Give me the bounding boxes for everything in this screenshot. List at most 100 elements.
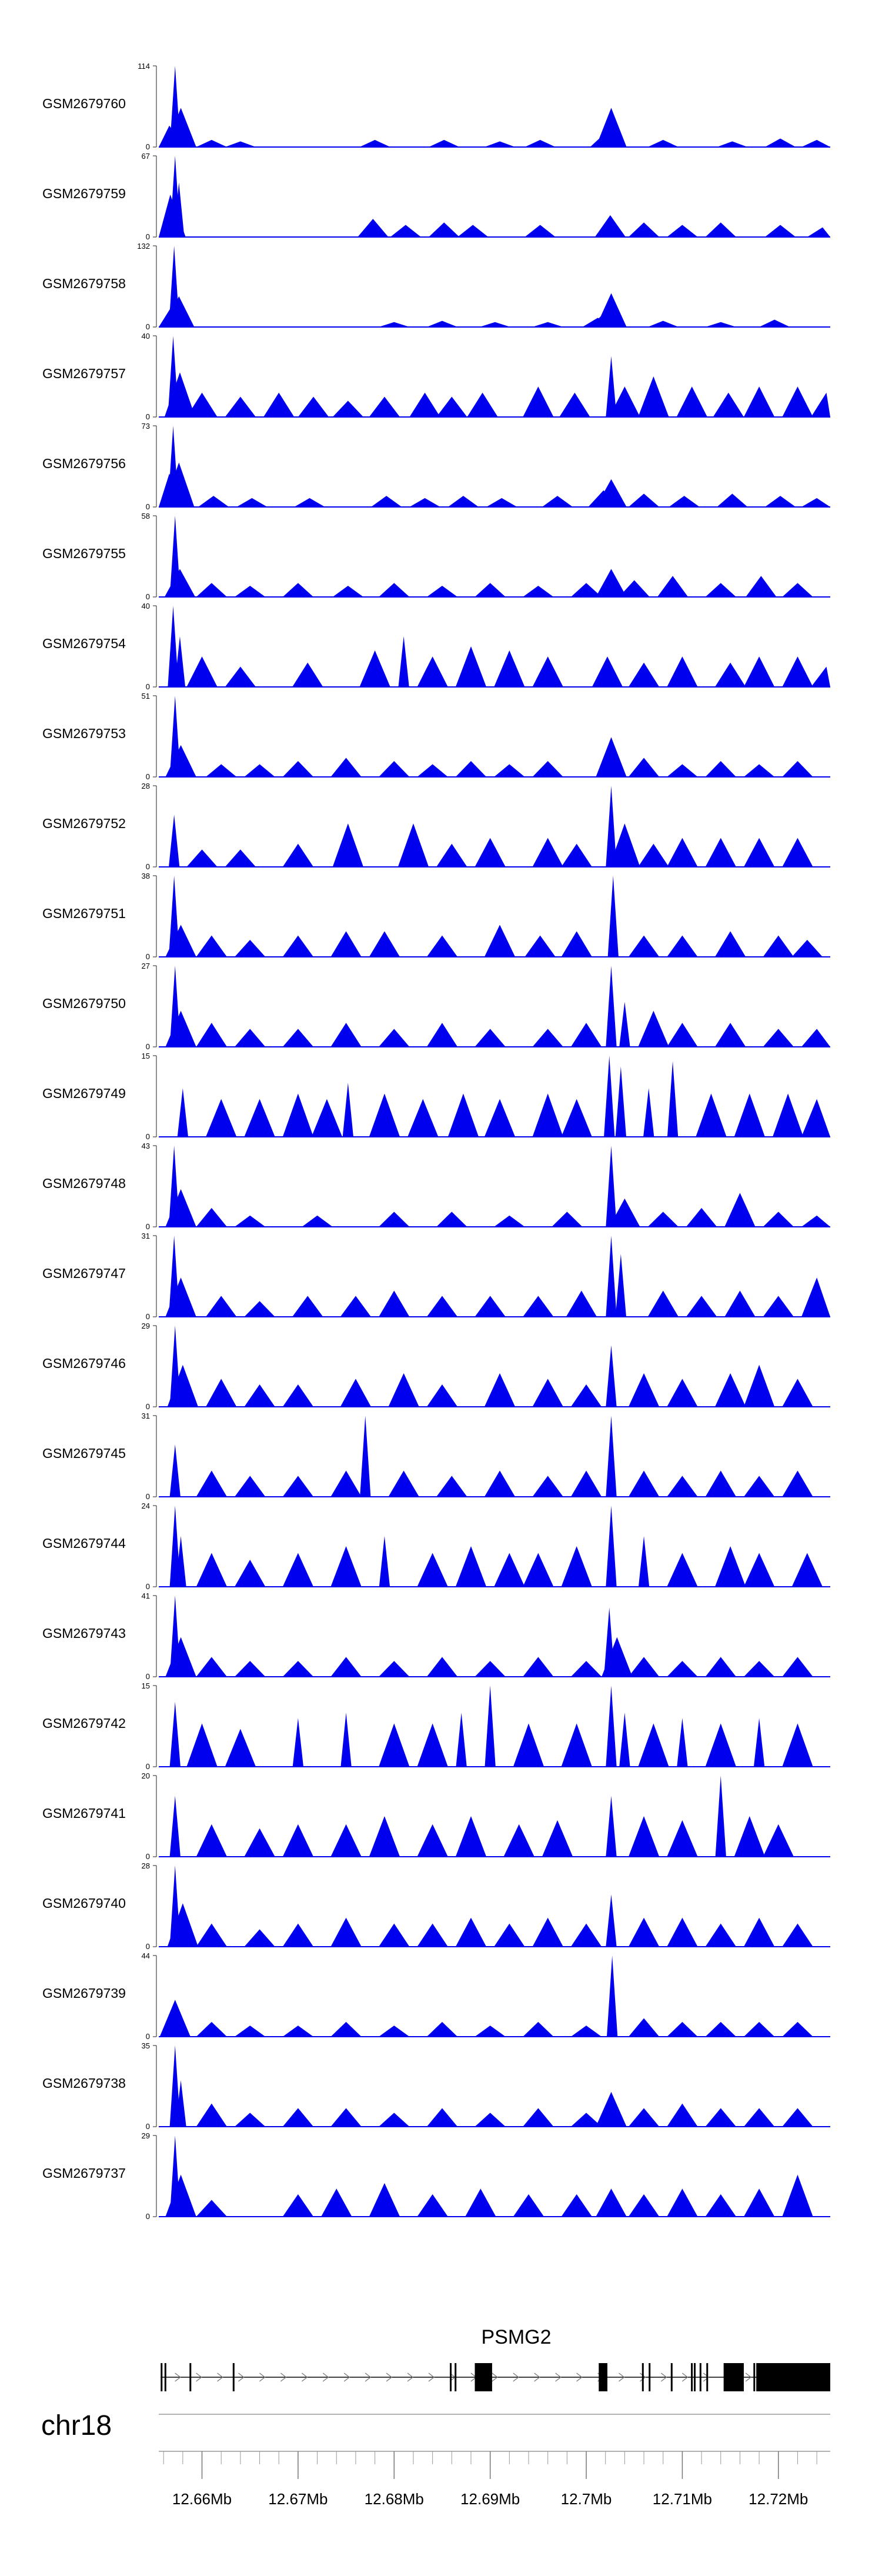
- track-GSM2679741: GSM2679741 20 0: [42, 1771, 830, 1861]
- coverage-peak: [186, 656, 218, 687]
- track-label: GSM2679759: [42, 186, 126, 201]
- coverage-peak: [282, 1093, 314, 1137]
- coverage-peak: [705, 1470, 736, 1497]
- coverage-peak: [164, 569, 196, 597]
- coverage-peak: [513, 2194, 544, 2217]
- coverage-peak: [426, 2108, 458, 2127]
- coverage-peak: [561, 1723, 592, 1767]
- coverage-peak: [165, 1189, 196, 1227]
- coverage-peak: [456, 1713, 467, 1767]
- strand-arrow: [175, 2373, 181, 2382]
- coverage-peak: [484, 1470, 516, 1497]
- coverage-peak: [570, 2026, 602, 2037]
- track-label: GSM2679750: [42, 996, 126, 1011]
- coverage-peak: [734, 1816, 765, 1857]
- x-tick-label: 12.68Mb: [365, 2490, 424, 2508]
- coverage-peak: [235, 585, 266, 597]
- coverage-peak: [628, 662, 660, 687]
- y-zero-label: 0: [146, 1222, 150, 1231]
- coverage-peak: [282, 2194, 314, 2217]
- coverage-peak: [494, 1553, 525, 1587]
- gene-label: PSMG2: [481, 2326, 551, 2348]
- coverage-peak: [606, 1506, 617, 1587]
- coverage-peak: [417, 1923, 448, 1947]
- coverage-peak: [298, 396, 329, 417]
- coverage-peak: [330, 758, 362, 777]
- exon: [450, 2363, 452, 2391]
- coverage-peak: [282, 2026, 314, 2037]
- coverage-peak: [647, 1212, 679, 1227]
- coverage-peak: [667, 2103, 698, 2127]
- track-GSM2679739: GSM2679739 44 0: [42, 1951, 830, 2041]
- coverage-peak: [332, 585, 363, 597]
- track-label: GSM2679746: [42, 1356, 126, 1371]
- y-max-label: 27: [142, 962, 150, 970]
- coverage-tracks: GSM26797601140GSM2679759670GSM2679758132…: [42, 62, 830, 2221]
- exon: [164, 2363, 166, 2391]
- coverage-peak: [552, 1212, 583, 1227]
- coverage-peak: [782, 1657, 813, 1677]
- coverage-peak: [561, 843, 592, 867]
- coverage-peak: [705, 1723, 736, 1767]
- y-max-label: 40: [142, 602, 150, 610]
- coverage-peak: [174, 636, 186, 687]
- track-GSM2679750: GSM2679750 27 0: [42, 962, 830, 1051]
- y-zero-label: 0: [146, 2212, 150, 2221]
- track-GSM2679745: GSM2679745 31 0: [42, 1412, 830, 1501]
- coverage-peak: [235, 1029, 266, 1047]
- coverage-peak: [369, 1093, 400, 1137]
- coverage-peak: [244, 1929, 275, 1947]
- coverage-peak: [159, 125, 185, 147]
- coverage-peak: [705, 760, 736, 777]
- coverage-peak: [743, 2021, 775, 2037]
- coverage-peak: [282, 843, 314, 867]
- coverage-peak: [330, 1824, 362, 1857]
- coverage-peak: [743, 764, 775, 777]
- track-label: GSM2679737: [42, 2165, 126, 2181]
- coverage-peak: [330, 1470, 362, 1497]
- coverage-peak: [429, 139, 460, 147]
- track-GSM2679743: GSM2679743 41 0: [42, 1591, 830, 1681]
- coverage-peak: [782, 1470, 813, 1497]
- coverage-peak: [196, 139, 227, 147]
- coverage-peak: [379, 760, 410, 777]
- coverage-peak: [532, 1917, 563, 1947]
- coverage-peak: [561, 1546, 592, 1587]
- track-label: GSM2679743: [42, 1626, 126, 1641]
- coverage-peak: [206, 1099, 237, 1137]
- exon: [642, 2363, 644, 2391]
- y-zero-label: 0: [146, 1492, 150, 1501]
- track-GSM2679748: GSM2679748 43 0: [42, 1142, 830, 1231]
- coverage-peak: [782, 1379, 813, 1407]
- coverage-peak: [667, 1476, 698, 1497]
- track-GSM2679754: GSM2679754 40 0: [42, 602, 830, 691]
- exon: [189, 2363, 192, 2391]
- coverage-peak: [282, 1384, 314, 1407]
- coverage-peak: [717, 141, 748, 147]
- coverage-peak: [484, 1373, 516, 1407]
- coverage-peak: [609, 823, 640, 867]
- genome-axis: chr18 12.66Mb 12.67Mb 12.68Mb 12.69Mb 12.7Mb…: [41, 2410, 830, 2508]
- coverage-peak: [763, 1029, 794, 1047]
- coverage-peak: [244, 1828, 275, 1857]
- coverage-peak: [523, 386, 554, 417]
- coverage-peak: [705, 322, 736, 327]
- exon: [753, 2363, 756, 2391]
- coverage-peak: [196, 2103, 227, 2127]
- coverage-peak: [570, 2113, 602, 2127]
- coverage-peak: [782, 760, 813, 777]
- coverage-peak: [619, 1002, 630, 1047]
- coverage-peak: [475, 1661, 506, 1677]
- coverage-peak: [436, 1476, 467, 1497]
- coverage-peak: [447, 1093, 479, 1137]
- coverage-peak: [801, 1277, 830, 1317]
- coverage-peak: [523, 1296, 554, 1317]
- coverage-peak: [714, 931, 746, 957]
- coverage-peak: [782, 583, 813, 597]
- coverage-peak: [763, 1296, 794, 1317]
- y-zero-label: 0: [146, 1852, 150, 1861]
- y-max-label: 114: [138, 62, 150, 71]
- coverage-peak: [426, 1296, 458, 1317]
- coverage-peak: [628, 1470, 660, 1497]
- coverage-peak: [426, 321, 458, 327]
